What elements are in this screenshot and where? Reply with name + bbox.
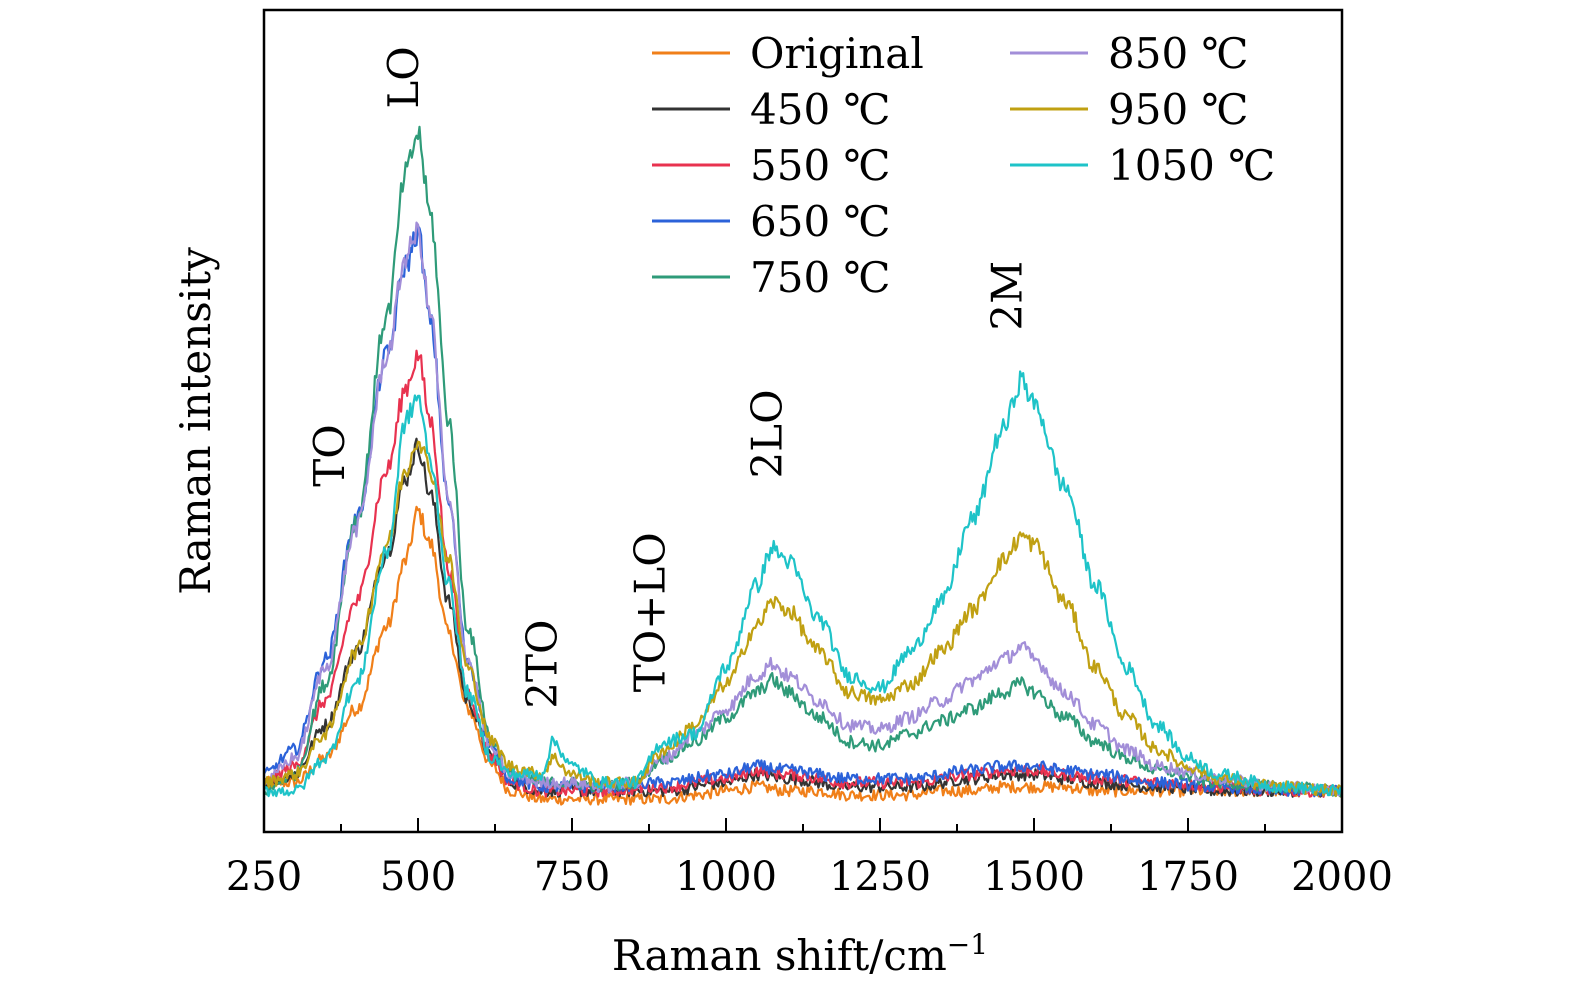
- series-line-6: [264, 440, 1342, 798]
- legend-label: 550 ℃: [750, 141, 891, 190]
- x-tick-label: 1500: [983, 854, 1085, 900]
- series-line-7: [264, 370, 1342, 798]
- legend-label: Original: [750, 29, 924, 78]
- x-tick-label: 750: [534, 854, 610, 900]
- legend-label: 450 ℃: [750, 85, 891, 134]
- peak-label: 2LO: [742, 389, 791, 478]
- series-line-5: [264, 221, 1342, 797]
- legend-label: 850 ℃: [1108, 29, 1249, 78]
- x-tick-label: 2000: [1291, 854, 1393, 900]
- legend-label: 650 ℃: [750, 197, 891, 246]
- x-tick-label: 250: [226, 854, 302, 900]
- x-tick-label: 1750: [1137, 854, 1239, 900]
- series-line-2: [264, 349, 1342, 798]
- plot-frame: [262, 8, 1344, 834]
- peak-label: 2M: [983, 261, 1032, 331]
- peak-label: TO+LO: [625, 532, 674, 692]
- legend-label: 750 ℃: [750, 253, 891, 302]
- series-line-0: [264, 505, 1342, 806]
- series-line-1: [264, 437, 1342, 798]
- legend-label: 950 ℃: [1108, 85, 1249, 134]
- y-axis-title: Raman intensity: [171, 247, 220, 595]
- peak-label: LO: [379, 46, 428, 108]
- legend-label: 1050 ℃: [1108, 141, 1275, 190]
- x-tick-label: 1000: [675, 854, 777, 900]
- x-axis-title-main: Raman shift/cm: [612, 931, 947, 980]
- series-line-3: [264, 224, 1342, 798]
- legend: Original 450 ℃ 550 ℃ 650 ℃ 750 ℃ 850 ℃ 950 ℃ 10…: [652, 29, 1275, 302]
- x-axis-title: Raman shift/cm−1: [612, 928, 988, 980]
- x-tick-label: 1250: [829, 854, 931, 900]
- x-axis-title-sup: −1: [947, 928, 988, 961]
- peak-label: 2TO: [518, 620, 567, 709]
- x-tick-label: 500: [380, 854, 456, 900]
- peak-label: TO: [305, 424, 354, 486]
